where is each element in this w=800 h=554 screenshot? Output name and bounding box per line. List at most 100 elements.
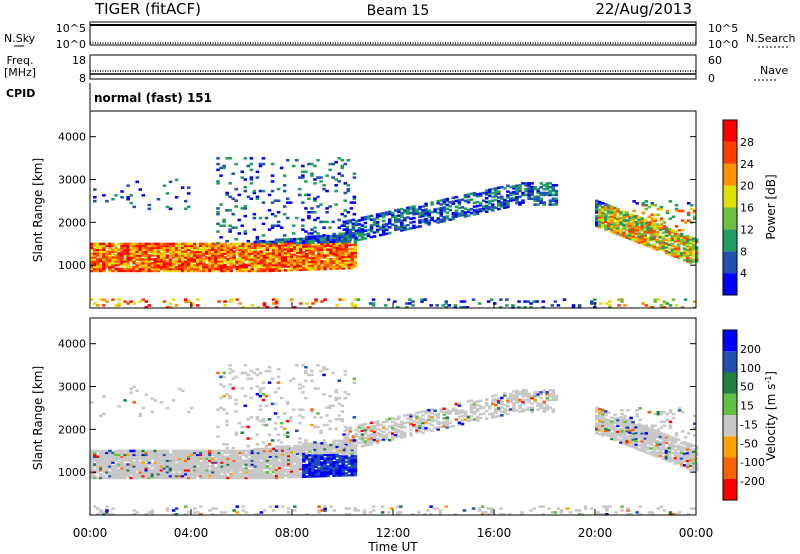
range-cell — [610, 209, 614, 212]
range-cell — [123, 467, 127, 470]
range-cell — [253, 240, 258, 244]
range-cell — [679, 253, 684, 257]
range-cell — [105, 254, 109, 257]
colorbar-tick: 12 — [740, 223, 754, 236]
range-cell — [341, 456, 346, 460]
range-cell — [138, 258, 143, 261]
range-cell — [159, 254, 164, 257]
range-cell — [219, 203, 223, 206]
range-cell — [350, 266, 355, 270]
range-cell — [189, 304, 194, 307]
range-cell — [208, 449, 212, 453]
range-cell — [186, 410, 191, 414]
range-cell — [459, 306, 464, 309]
range-cell — [646, 447, 651, 451]
range-cell — [141, 269, 146, 273]
range-cell — [323, 463, 327, 466]
range-cell — [686, 202, 691, 205]
range-cell — [350, 456, 355, 460]
range-cell — [469, 207, 474, 211]
range-cell — [418, 207, 422, 211]
range-cell — [261, 189, 266, 193]
range-cell — [283, 454, 288, 458]
range-cell — [332, 470, 336, 474]
range-cell — [421, 425, 425, 429]
range-cell — [193, 260, 197, 263]
range-cell — [518, 404, 522, 408]
range-cell — [147, 470, 152, 474]
range-cell — [503, 407, 507, 411]
range-cell — [276, 210, 281, 214]
range-cell — [542, 410, 547, 413]
range-cell — [350, 251, 355, 254]
range-cell — [286, 243, 291, 247]
range-cell — [598, 432, 602, 436]
range-cell — [208, 455, 212, 458]
range-cell — [604, 220, 608, 224]
range-cell — [280, 460, 285, 464]
range-cell — [249, 377, 254, 381]
range-cell — [607, 422, 611, 426]
range-cell — [114, 465, 118, 468]
range-cell — [298, 176, 302, 179]
range-cell — [619, 234, 623, 237]
range-cell — [487, 194, 492, 197]
range-cell — [196, 459, 200, 462]
range-cell — [238, 476, 242, 480]
range-cell — [527, 182, 531, 185]
range-cell — [99, 455, 103, 458]
range-cell — [108, 246, 112, 250]
range-cell — [102, 267, 106, 271]
range-cell — [607, 428, 611, 432]
range-cell — [692, 217, 697, 220]
range-cell — [403, 211, 407, 214]
range-cell — [144, 256, 149, 259]
range-cell — [313, 178, 317, 181]
range-cell — [342, 220, 347, 224]
range-cell — [286, 464, 291, 467]
range-cell — [347, 261, 352, 264]
range-cell — [314, 469, 318, 472]
range-cell — [658, 228, 663, 231]
range-cell — [205, 468, 209, 472]
range-cell — [250, 453, 255, 457]
range-cell — [223, 459, 227, 462]
range-cell — [259, 447, 264, 451]
range-cell — [259, 474, 264, 478]
range-cell — [317, 264, 321, 267]
range-cell — [162, 463, 167, 466]
range-cell — [271, 248, 276, 251]
range-cell — [634, 433, 638, 437]
range-cell — [451, 424, 456, 428]
range-cell — [268, 451, 273, 455]
range-cell — [247, 250, 252, 253]
range-cell — [283, 464, 288, 468]
range-cell — [189, 244, 194, 248]
range-cell — [305, 241, 309, 244]
range-cell — [217, 465, 221, 468]
range-cell — [679, 234, 684, 238]
range-cell — [229, 256, 233, 259]
range-cell — [259, 470, 264, 474]
range-cell — [641, 203, 645, 207]
range-cell — [643, 437, 648, 440]
range-cell — [637, 241, 641, 244]
range-cell — [494, 400, 498, 403]
range-cell — [616, 232, 620, 236]
range-cell — [147, 263, 152, 267]
range-cell — [310, 232, 314, 235]
range-cell — [613, 421, 617, 424]
range-cell — [515, 395, 519, 398]
range-cell — [280, 445, 285, 448]
range-cell — [335, 267, 339, 270]
range-cell — [472, 412, 477, 415]
range-cell — [622, 428, 626, 432]
range-cell — [90, 449, 94, 453]
range-cell — [141, 472, 146, 476]
range-cell — [676, 245, 681, 248]
range-cell — [283, 474, 288, 477]
range-cell — [595, 422, 599, 425]
range-cell — [338, 470, 342, 473]
range-cell — [551, 189, 556, 193]
range-cell — [445, 197, 450, 201]
